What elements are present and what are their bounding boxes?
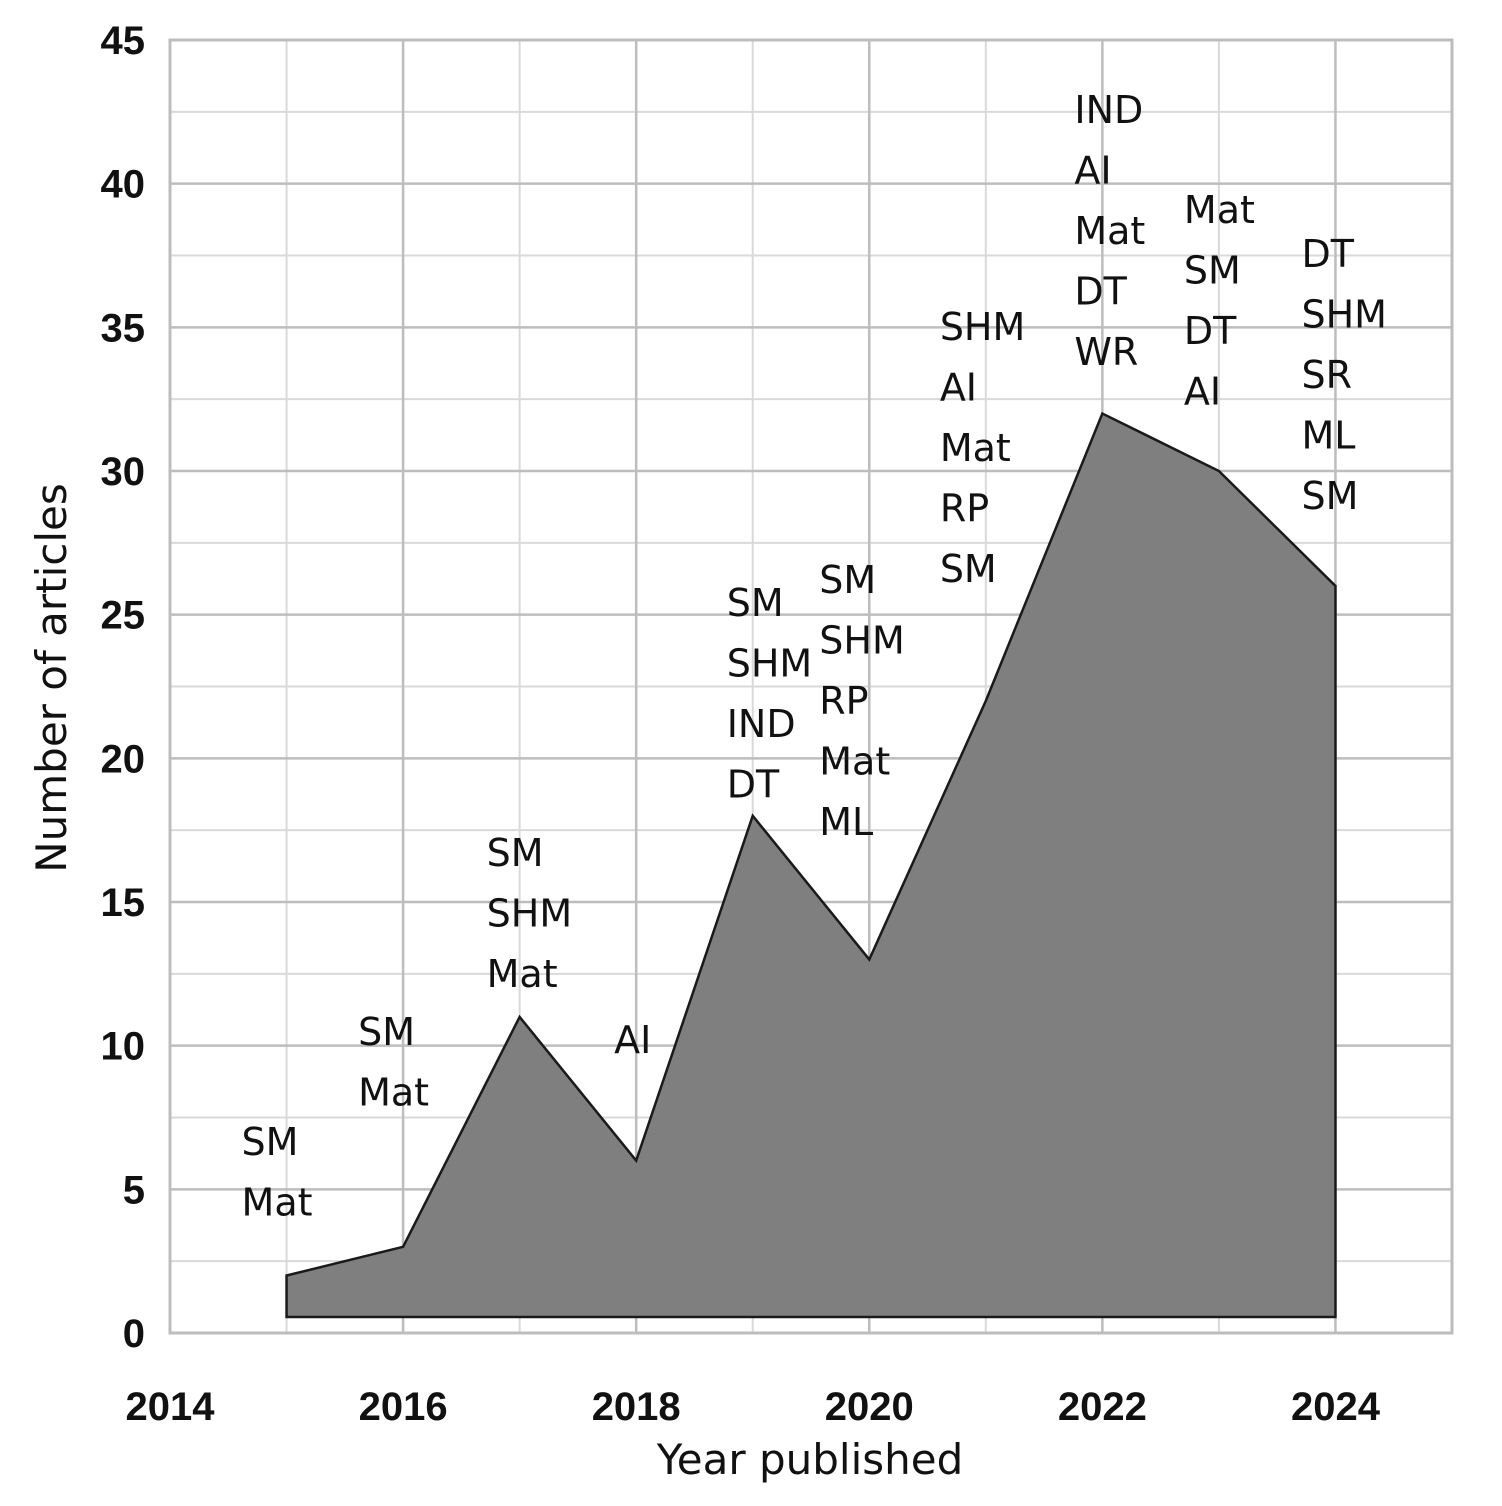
annotation-label: IND	[727, 702, 796, 746]
annotation-label: WR	[1074, 330, 1138, 374]
x-tick-label: 2016	[359, 1385, 448, 1429]
annotations: SMMatSMMatSMSHMMatAISMSHMINDDTSMSHMRPMat…	[242, 88, 1387, 1225]
annotation-label: SM	[358, 1010, 415, 1054]
y-tick-label: 0	[123, 1312, 145, 1356]
x-tick-label: 2022	[1058, 1385, 1147, 1429]
annotation-label: SM	[242, 1120, 299, 1164]
annotation-label: DT	[1301, 232, 1354, 276]
y-tick-labels: 0 5 10 15 20 25 30 35 40 45	[101, 19, 146, 1356]
annotation-label: SHM	[487, 892, 572, 936]
annotation-label: ML	[819, 800, 873, 844]
annotation-group: SM Mat	[242, 1120, 313, 1225]
annotation-label: SM	[727, 581, 784, 625]
annotation-label: Mat	[1074, 209, 1145, 253]
annotation-label: SR	[1301, 353, 1352, 397]
area-series	[285, 411, 1337, 1319]
annotation-label: AI	[1074, 149, 1111, 193]
annotation-label: SM	[1301, 474, 1358, 518]
y-axis-title: Number of articles	[27, 483, 76, 873]
annotation-group: IND AI Mat DT WR	[1074, 88, 1145, 374]
annotation-group: SM SHM IND DT	[727, 581, 812, 807]
y-tick-label: 30	[101, 450, 146, 494]
annotation-group: Mat SM DT AI	[1184, 188, 1255, 414]
plot-border	[168, 38, 1454, 1335]
annotation-group: SHM AI Mat RP SM	[940, 305, 1025, 591]
y-tick-label: 5	[123, 1168, 145, 1212]
annotation-label: IND	[1074, 88, 1143, 132]
annotation-label: SHM	[727, 642, 812, 686]
annotation-label: RP	[819, 679, 868, 723]
y-tick-label: 45	[101, 19, 146, 63]
annotation-label: DT	[1184, 309, 1237, 353]
x-tick-label: 2020	[825, 1385, 914, 1429]
annotation-label: ML	[1301, 414, 1355, 458]
annotation-group: AI	[614, 1018, 651, 1062]
annotation-label: SM	[940, 547, 997, 591]
y-tick-label: 10	[101, 1025, 146, 1069]
x-tick-labels: 2014 2016 2018 2020 2022 2024	[126, 1385, 1381, 1429]
annotation-label: SHM	[819, 619, 904, 663]
annotation-label: SHM	[1301, 293, 1386, 337]
annotation-group: SM SHM Mat	[487, 831, 572, 996]
y-tick-label: 35	[101, 306, 146, 350]
y-tick-label: 25	[101, 594, 146, 638]
x-tick-label: 2014	[126, 1385, 216, 1429]
annotation-label: SM	[819, 558, 876, 602]
y-tick-label: 15	[101, 881, 146, 925]
area-fill	[285, 411, 1337, 1319]
annotation-label: SM	[1184, 249, 1241, 293]
annotation-label: Mat	[1184, 188, 1255, 232]
annotation-label: Mat	[358, 1071, 429, 1115]
annotation-label: AI	[1184, 370, 1221, 414]
x-tick-label: 2024	[1291, 1385, 1381, 1429]
y-tick-label: 40	[101, 163, 146, 207]
annotation-label: AI	[940, 366, 977, 410]
annotation-label: DT	[1074, 270, 1127, 314]
x-axis-title: Year published	[656, 1435, 964, 1484]
annotation-label: SHM	[940, 305, 1025, 349]
y-tick-label: 20	[101, 737, 146, 781]
annotation-group: SM Mat	[358, 1010, 429, 1115]
annotation-group: SM SHM RP Mat ML	[819, 558, 904, 844]
annotation-group: DT SHM SR ML SM	[1301, 232, 1386, 518]
annotation-label: Mat	[242, 1181, 313, 1225]
annotation-label: Mat	[487, 952, 558, 996]
annotation-label: RP	[940, 487, 989, 531]
annotation-label: DT	[727, 763, 780, 807]
annotation-label: Mat	[819, 740, 890, 784]
annotation-label: AI	[614, 1018, 651, 1062]
annotation-label: Mat	[940, 426, 1011, 470]
annotation-label: SM	[487, 831, 544, 875]
x-tick-label: 2018	[592, 1385, 681, 1429]
